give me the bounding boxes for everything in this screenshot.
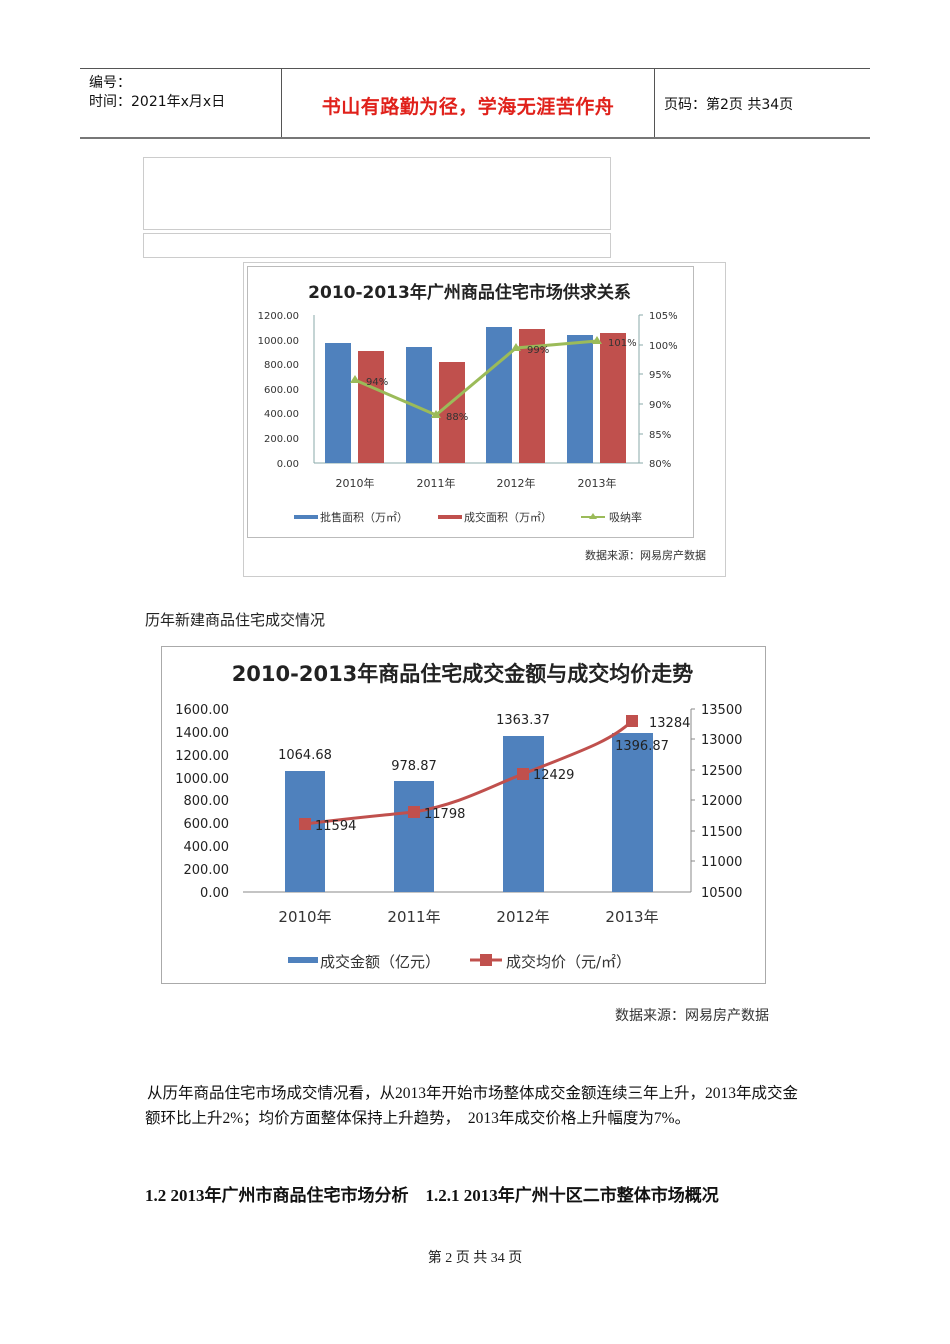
number-label: 编号： [89,75,131,91]
legend-square-icon [480,954,492,966]
y2-tick: 105% [649,311,678,322]
chart1-plot: 1200.00 1000.00 800.00 600.00 400.00 200… [258,311,678,524]
legend-triangle-icon [589,513,597,519]
x-tick: 2011年 [387,908,440,926]
y-tick: 1000.00 [175,772,229,787]
y-tick: 1600.00 [175,703,229,718]
chart2-plot: 1600.00 1400.00 1200.00 1000.00 800.00 6… [175,703,742,971]
x-tick: 2010年 [336,476,375,490]
legend-label: 成交金额（亿元） [320,953,440,971]
y2-tick: 95% [649,370,671,381]
amount-label: 1396.87 [615,739,669,754]
body-paragraph: 从历年商品住宅市场成交情况看，从2013年开始市场整体成交金额连续三年上升，20… [145,1085,799,1127]
y-tick: 1200.00 [175,749,229,764]
page-code: 页码：第2页 共34页 [664,97,794,113]
absorption-line [354,339,598,417]
legend-swatch-blue [294,515,318,519]
rate-label: 99% [527,345,549,356]
price-line [304,719,634,826]
legend-label: 批售面积（万㎡） [320,510,408,524]
bar-deal-2010 [358,351,384,463]
header-motto-cell: 书山有路勤为径，学海无涯苦作舟 [282,69,655,137]
chart1-frame [243,262,726,577]
page-header: 编号： 时间：2021年x月x日 书山有路勤为径，学海无涯苦作舟 页码：第2页 … [80,68,870,139]
y2-tick: 12500 [701,764,742,779]
empty-box [143,233,611,258]
price-label: 12429 [533,768,574,783]
y-tick: 1400.00 [175,726,229,741]
x-tick: 2013年 [578,476,617,490]
y-tick: 0.00 [277,459,299,470]
y-tick: 1000.00 [258,336,299,347]
chart1-plot-frame [247,266,694,538]
y-tick: 0.00 [200,886,229,901]
chart1-source: 数据来源：网易房产数据 [585,549,706,562]
y2-tick: 11500 [701,825,742,840]
rate-label: 94% [366,377,388,388]
header-meta-cell: 编号： 时间：2021年x月x日 [80,69,282,137]
rate-label: 88% [446,412,468,423]
y-tick: 200.00 [184,863,230,878]
y-tick: 1200.00 [258,311,299,322]
amount-label: 1064.68 [278,748,332,763]
bar-supply-2010 [325,343,351,463]
y-tick: 800.00 [184,794,230,809]
section-caption: 历年新建商品住宅成交情况 [145,611,326,629]
price-label: 11798 [424,807,465,822]
price-label: 11594 [315,819,356,834]
y2-tick: 100% [649,341,678,352]
x-tick: 2012年 [497,476,536,490]
y2-tick: 12000 [701,794,742,809]
y2-tick: 10500 [701,886,742,901]
y2-tick: 80% [649,459,671,470]
motto: 书山有路勤为径，学海无涯苦作舟 [321,96,615,118]
x-tick: 2013年 [605,908,658,926]
y2-tick: 13000 [701,733,742,748]
legend-swatch-red [438,515,462,519]
rate-label: 101% [608,338,637,349]
legend-swatch-blue [288,957,318,963]
legend-label: 成交均价（元/㎡） [506,953,631,971]
bar-supply-2012 [486,327,512,463]
legend-label: 吸纳率 [609,510,642,524]
bar-supply-2013 [567,335,593,463]
amount-label: 1363.37 [496,713,550,728]
amount-label: 978.87 [391,759,437,774]
chart1-title: 2010-2013年广州商品住宅市场供求关系 [308,283,631,303]
bar-amount-2011 [394,781,434,892]
y-tick: 600.00 [184,817,230,832]
bar-deal-2011 [439,362,465,463]
x-tick: 2011年 [417,476,456,490]
legend-label: 成交面积（万㎡） [464,510,552,524]
section-heading: 1.2 2013年广州市商品住宅市场分析 1.2.1 2013年广州十区二市整体… [145,1186,719,1205]
x-tick: 2010年 [278,908,331,926]
y-tick: 400.00 [264,409,299,420]
y2-tick: 85% [649,430,671,441]
chart2-frame [161,646,766,984]
y-tick: 400.00 [184,840,230,855]
bar-amount-2012 [503,736,544,892]
date-label: 时间：2021年x月x日 [89,94,226,110]
price-label: 13284 [649,716,690,731]
y2-tick: 13500 [701,703,742,718]
y2-tick: 11000 [701,855,742,870]
x-tick: 2012年 [496,908,549,926]
y-tick: 200.00 [264,434,299,445]
page-footer: 第 2 页 共 34 页 [427,1251,523,1266]
empty-box [143,157,611,230]
y-tick: 600.00 [264,385,299,396]
chart2-title: 2010-2013年商品住宅成交金额与成交均价走势 [231,662,694,686]
bar-amount-2013 [612,733,653,892]
y-tick: 800.00 [264,360,299,371]
bar-deal-2013 [600,333,626,463]
y2-tick: 90% [649,400,671,411]
bar-amount-2010 [285,771,325,892]
bar-deal-2012 [519,329,545,463]
chart2-source: 数据来源：网易房产数据 [615,1008,769,1024]
